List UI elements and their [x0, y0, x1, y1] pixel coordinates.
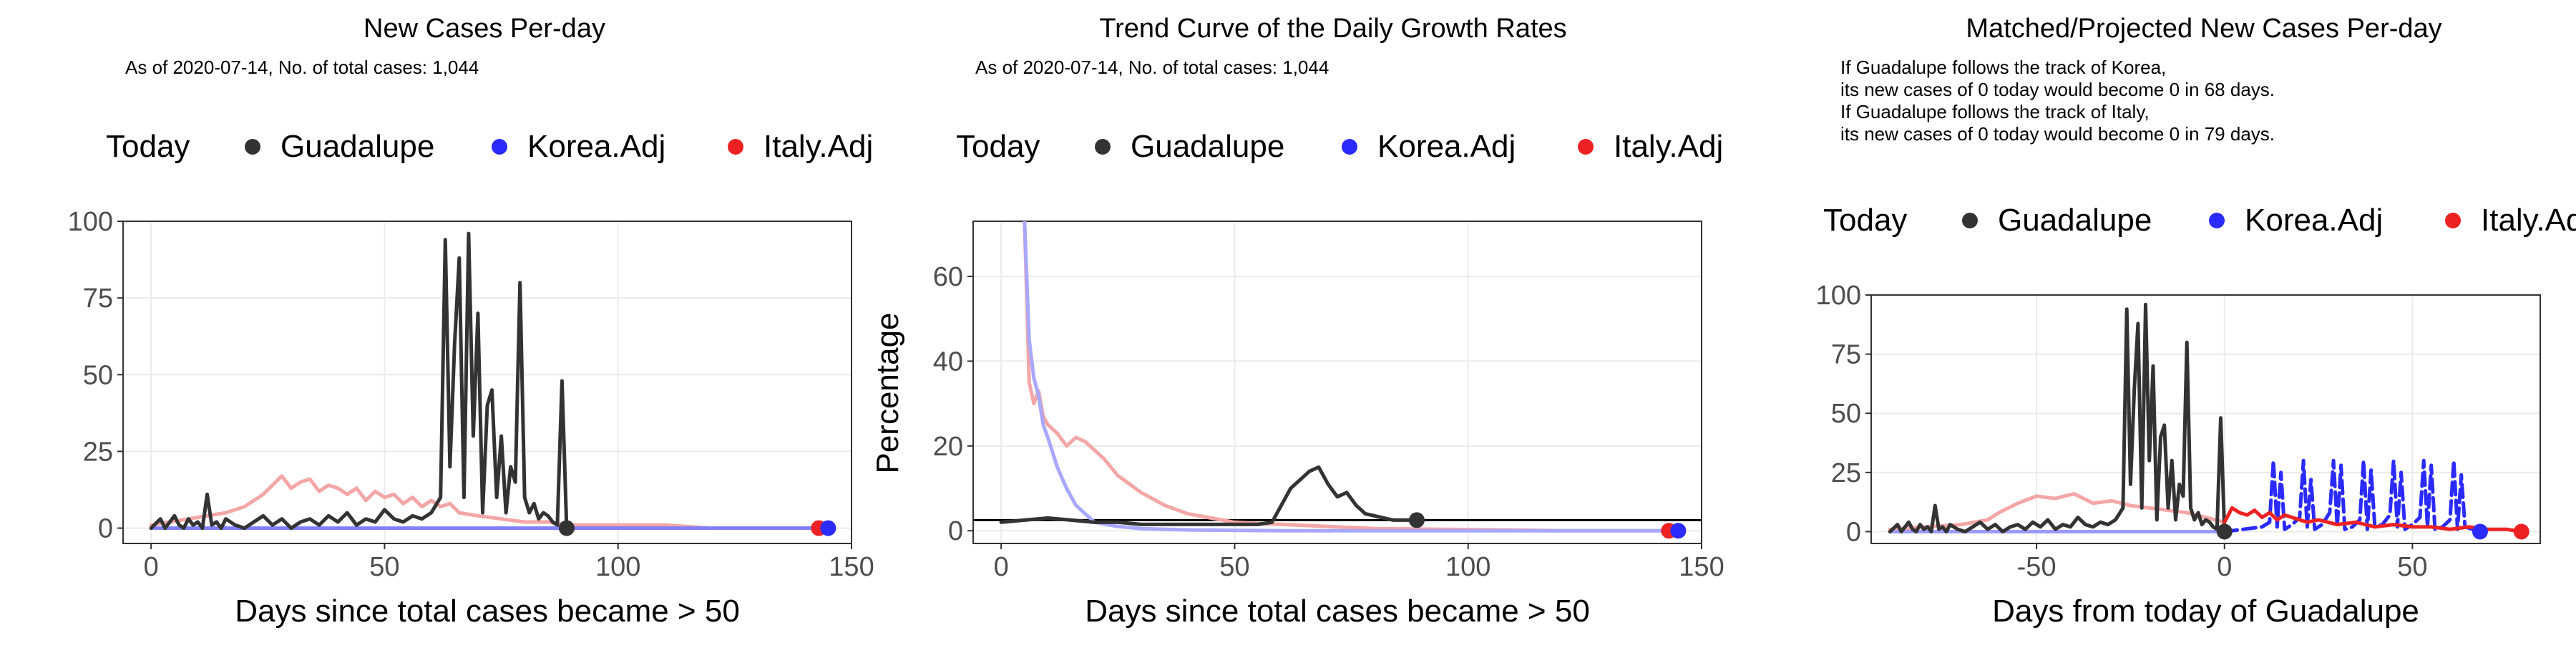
series-line-italy-adj-projected- — [2223, 506, 2524, 533]
legend: Today Guadalupe Korea.Adj Italy.Adj — [1823, 203, 2576, 238]
y-tick-label: 0 — [1846, 517, 1861, 547]
x-axis-label: Days since total cases became > 50 — [1085, 594, 1590, 629]
legend-label: Guadalupe — [1998, 203, 2152, 238]
legend-key — [1962, 213, 1978, 228]
chart-2: Trend Curve of the Daily Growth Rates As … — [870, 14, 1724, 629]
y-tick-label: 50 — [1831, 399, 1861, 429]
x-tick-label: 0 — [2217, 552, 2232, 582]
y-tick-label: 50 — [83, 360, 113, 390]
x-axis-label: Days since total cases became > 50 — [235, 594, 740, 629]
x-axis-label: Days from today of Guadalupe — [1992, 594, 2419, 629]
y-tick-label: 25 — [83, 437, 113, 467]
y-tick-label: 100 — [68, 207, 113, 237]
annotation-line: If Guadalupe follows the track of Italy, — [1840, 101, 2150, 122]
legend-title: Today — [956, 129, 1040, 164]
x-tick-label: 50 — [2397, 552, 2427, 582]
legend-key — [2445, 213, 2461, 228]
x-tick-label: 50 — [1219, 552, 1249, 582]
y-tick-label: 60 — [933, 262, 963, 292]
legend-title: Today — [1823, 203, 1907, 238]
legend-title: Today — [106, 129, 190, 164]
legend-key — [2209, 213, 2225, 228]
today-point-guadalupe — [1408, 512, 1425, 528]
legend-label: Italy.Adj — [763, 129, 873, 164]
chart-title: New Cases Per-day — [364, 14, 605, 44]
y-axis-label: Percentage — [870, 312, 905, 473]
legend-label: Guadalupe — [1131, 129, 1284, 164]
x-tick-label: -50 — [2017, 552, 2057, 582]
chart-subtitle: As of 2020-07-14, No. of total cases: 1,… — [125, 57, 479, 78]
plot-area — [1888, 302, 2529, 540]
x-tick-label: 100 — [595, 552, 640, 582]
panel-border — [122, 221, 852, 544]
legend-key — [1342, 139, 1357, 155]
grid — [1871, 294, 2540, 543]
chart-1: New Cases Per-day As of 2020-07-14, No. o… — [68, 14, 874, 629]
panel-border — [1870, 294, 2541, 544]
today-point-korea-adj — [820, 520, 836, 536]
legend: Today Guadalupe Korea.Adj Italy.Adj — [106, 129, 873, 164]
plot-area — [973, 221, 1702, 539]
annotation-line: If Guadalupe follows the track of Korea, — [1840, 57, 2166, 78]
series-line-guadalupe — [999, 465, 1419, 526]
legend-label: Italy.Adj — [1614, 129, 1723, 164]
series-line-italy-adj — [1023, 221, 1671, 533]
y-tick-label: 75 — [83, 284, 113, 314]
y-tick-label: 25 — [1831, 458, 1861, 488]
y-tick-label: 0 — [948, 516, 963, 546]
today-point-guadalupe — [558, 520, 575, 536]
x-tick-label: 150 — [829, 552, 874, 582]
x-tick-label: 150 — [1679, 552, 1724, 582]
today-point-korea-adj — [1670, 523, 1687, 539]
series-line-guadalupe — [1888, 302, 2227, 533]
y-tick-label: 20 — [933, 432, 963, 462]
x-tick-label: 0 — [144, 552, 159, 582]
chart-subtitle: As of 2020-07-14, No. of total cases: 1,… — [975, 57, 1329, 78]
y-tick-label: 75 — [1831, 340, 1861, 370]
legend-key — [1578, 139, 1594, 155]
today-point-italy-adj — [2513, 523, 2529, 540]
legend-label: Korea.Adj — [527, 129, 665, 164]
today-point-guadalupe — [2216, 523, 2233, 540]
y-tick-label: 100 — [1816, 281, 1861, 311]
series-line-korea-adj — [1023, 221, 1680, 533]
legend-key — [728, 139, 743, 155]
legend-label: Korea.Adj — [1377, 129, 1516, 164]
legend: Today Guadalupe Korea.Adj Italy.Adj — [956, 129, 1723, 164]
panel-border — [972, 221, 1702, 544]
grid — [123, 221, 852, 543]
legend-key — [245, 139, 260, 155]
annotation-line: its new cases of 0 today would become 0 … — [1840, 79, 2275, 100]
x-tick-label: 100 — [1445, 552, 1491, 582]
series-line-guadalupe — [149, 231, 569, 531]
legend-label: Guadalupe — [280, 129, 434, 164]
annotation-line: its new cases of 0 today would become 0 … — [1840, 123, 2275, 145]
legend-key — [492, 139, 507, 155]
plot-area — [149, 231, 836, 536]
x-tick-label: 50 — [369, 552, 399, 582]
y-tick-label: 40 — [933, 347, 963, 377]
legend-key — [1095, 139, 1111, 155]
legend-label: Italy.Adj — [2481, 203, 2576, 238]
chart-title: Trend Curve of the Daily Growth Rates — [1099, 14, 1566, 44]
x-tick-label: 0 — [994, 552, 1009, 582]
legend-label: Korea.Adj — [2245, 203, 2383, 238]
chart-title: Matched/Projected New Cases Per-day — [1966, 14, 2441, 44]
chart-3: Matched/Projected New Cases Per-day If Gu… — [1816, 14, 2576, 629]
y-tick-label: 0 — [98, 514, 113, 544]
today-point-korea-adj — [2472, 523, 2488, 540]
